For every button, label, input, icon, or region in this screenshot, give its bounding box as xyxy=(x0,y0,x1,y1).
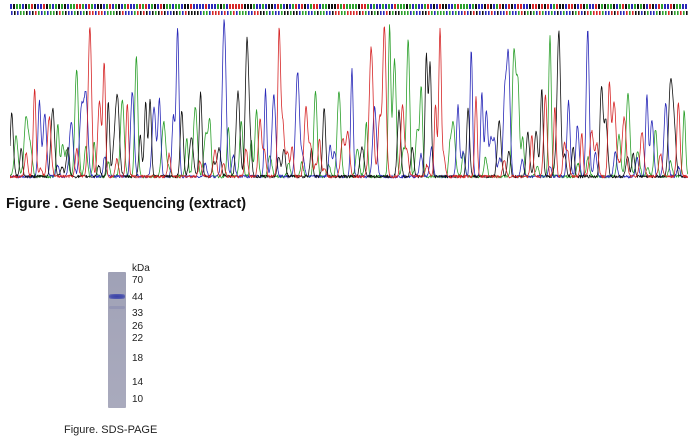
trace-lines xyxy=(10,19,688,179)
unit-label: kDa xyxy=(132,263,150,274)
marker-label: 18 xyxy=(132,353,144,364)
marker-label: 33 xyxy=(132,308,144,319)
gel-lane xyxy=(108,272,126,408)
marker-label: 44 xyxy=(132,292,144,303)
base-call-strip xyxy=(10,4,688,15)
sds-page-gel: kDa 70 44 33 26 22 18 14 10 xyxy=(106,262,186,412)
sequencing-chromatogram xyxy=(10,4,688,184)
trace-g xyxy=(10,30,688,179)
faint-band xyxy=(109,306,125,309)
marker-label: 14 xyxy=(132,377,144,388)
trace-c xyxy=(10,19,688,179)
marker-label: 70 xyxy=(132,275,144,286)
marker-label: 22 xyxy=(132,333,144,344)
marker-label: 10 xyxy=(132,394,144,405)
protein-band xyxy=(109,294,125,299)
sds-page-caption: Figure. SDS-PAGE xyxy=(64,424,158,436)
sequencing-caption: Figure . Gene Sequencing (extract) xyxy=(6,196,247,212)
chromatogram-svg xyxy=(10,4,688,179)
marker-label: 26 xyxy=(132,321,144,332)
trace-t xyxy=(10,26,688,179)
